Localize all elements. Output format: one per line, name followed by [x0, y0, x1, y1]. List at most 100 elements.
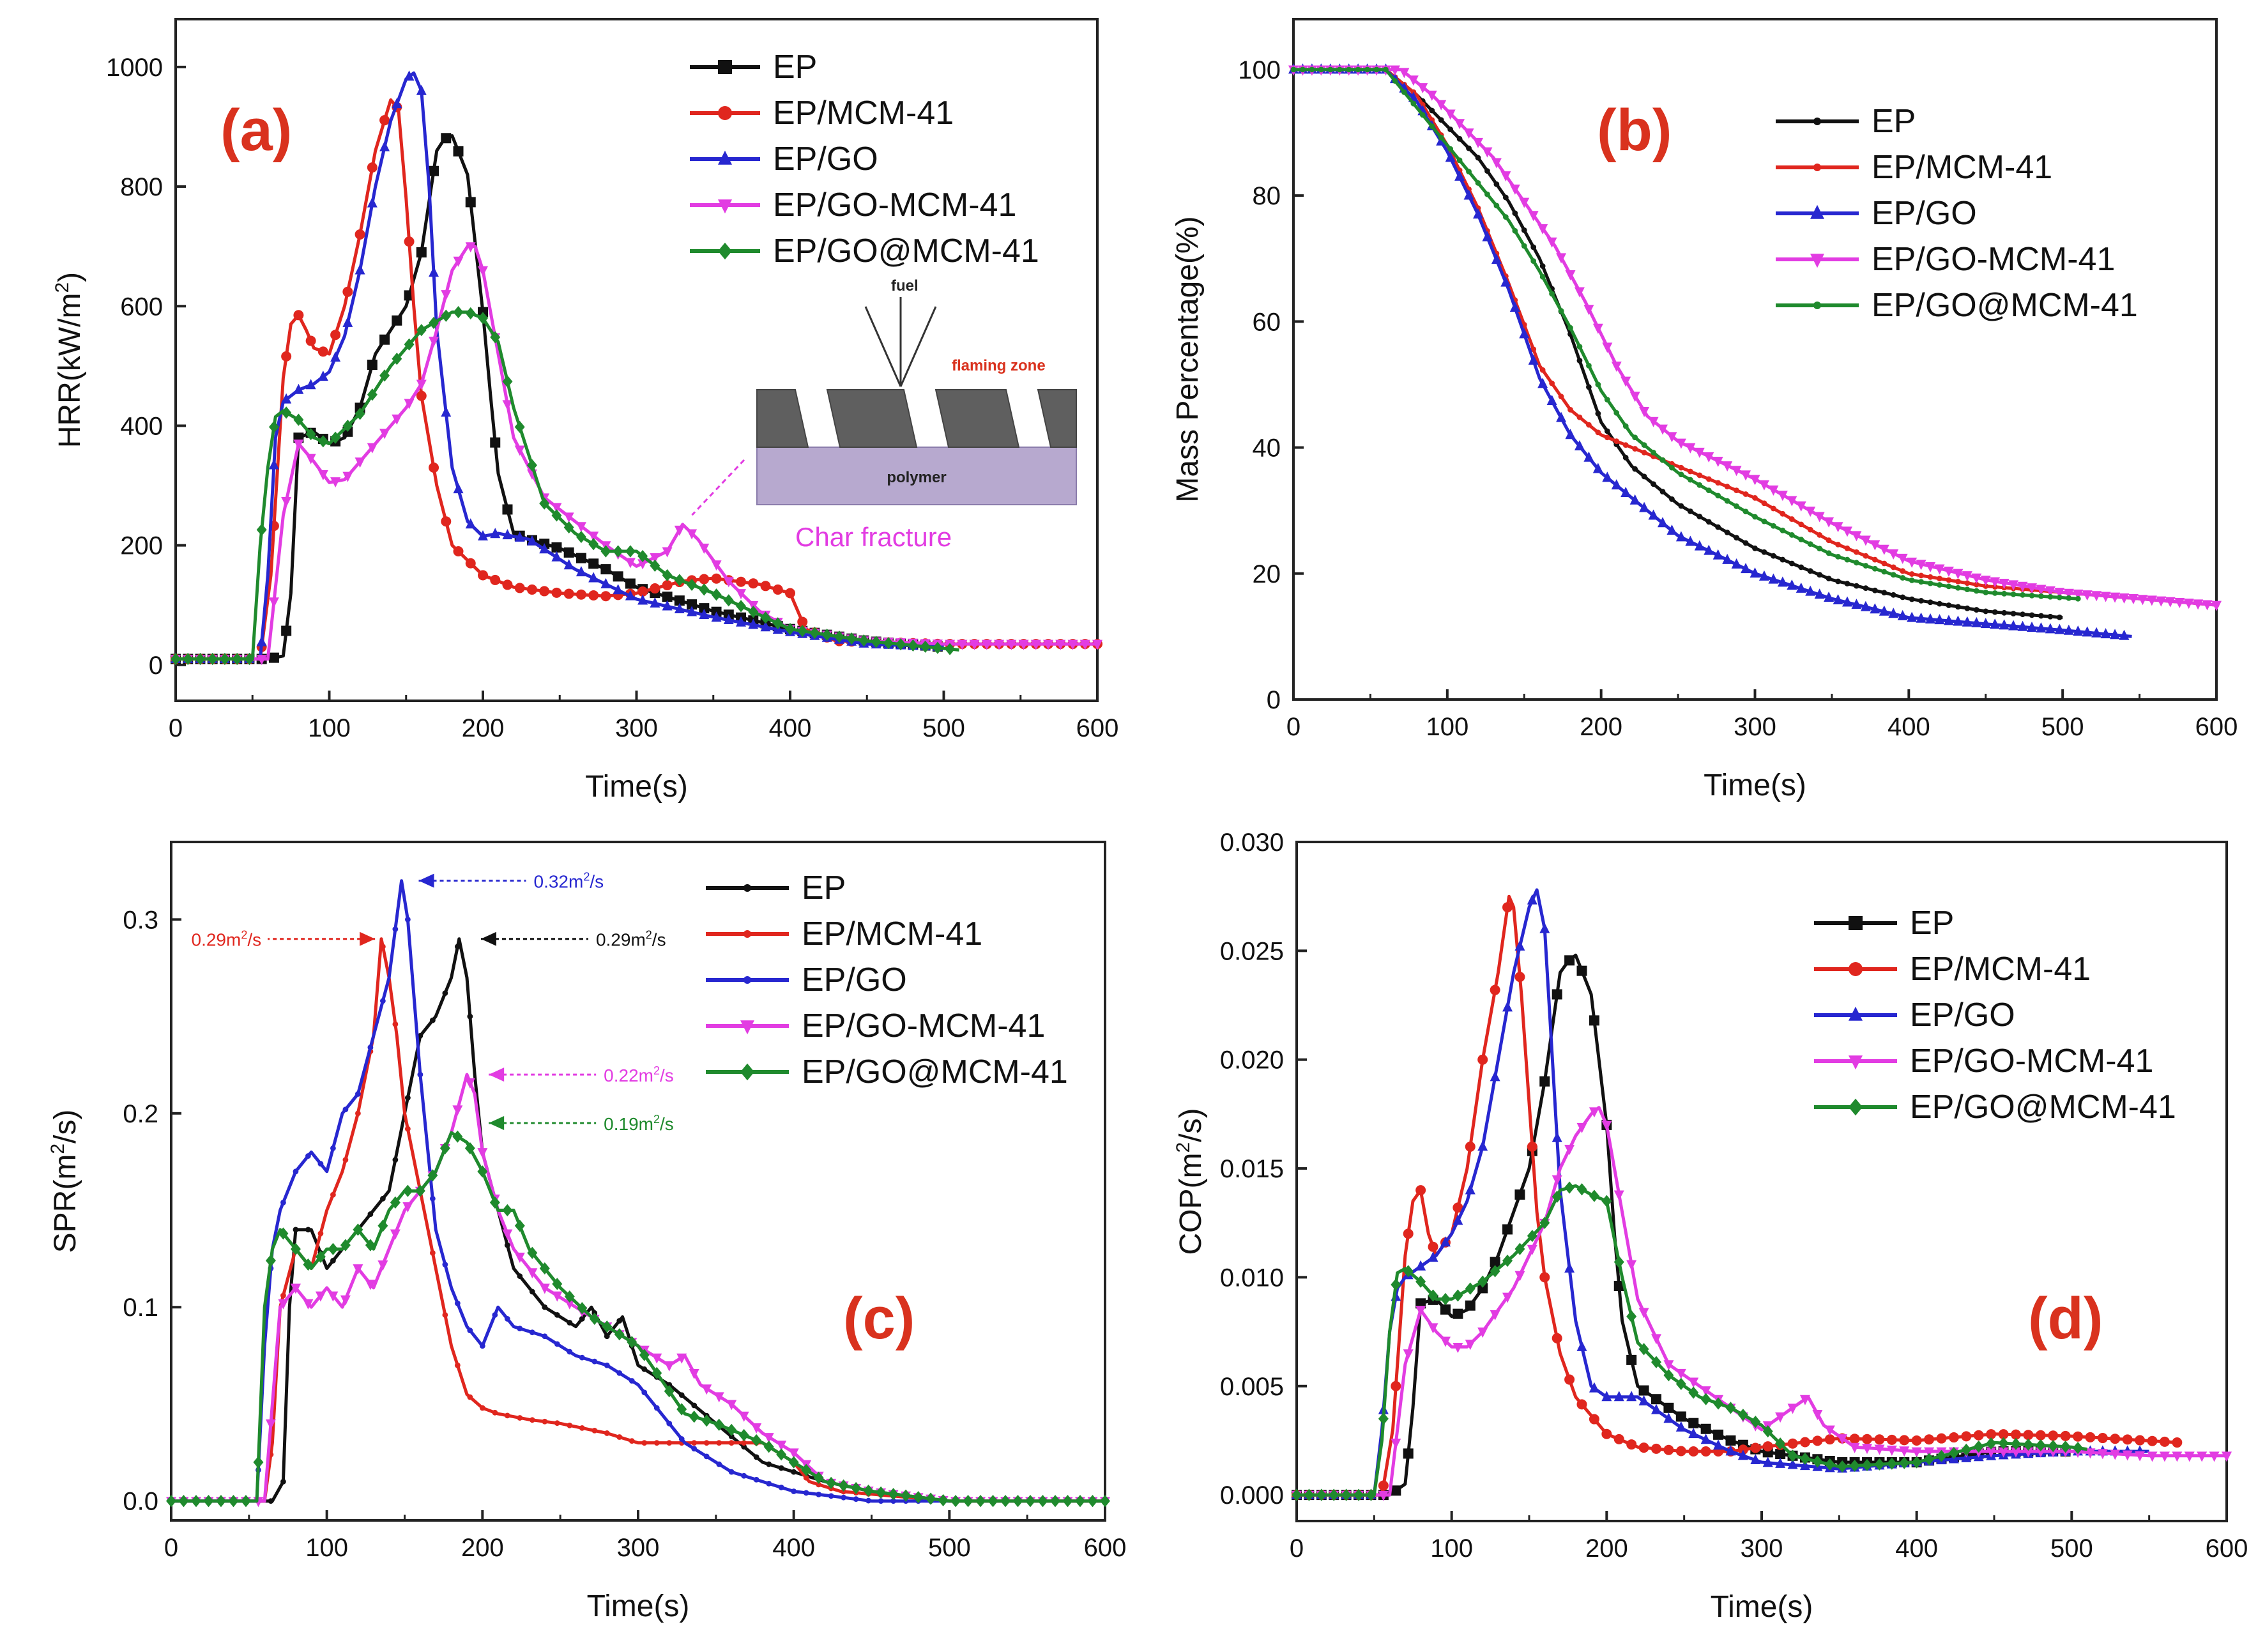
data-point [1366, 1488, 1377, 1501]
data-point [1067, 639, 1078, 650]
data-point [1558, 394, 1564, 400]
y-tick-label: 0.1 [123, 1294, 158, 1322]
data-point [278, 1299, 289, 1310]
data-point [2128, 594, 2139, 605]
data-point [1477, 1283, 1488, 1294]
data-point [711, 560, 722, 571]
data-point [579, 1425, 585, 1431]
x-tick-label: 600 [2195, 713, 2238, 741]
data-point [846, 632, 857, 645]
data-point [293, 413, 304, 426]
data-point [1621, 376, 1631, 387]
data-point [1373, 66, 1380, 73]
legend-label: EP/GO-MCM-41 [802, 1007, 1045, 1044]
data-point [1602, 342, 1613, 353]
data-point [1399, 68, 1410, 79]
data-point [1844, 545, 1850, 551]
data-point [2001, 609, 2008, 616]
data-point [1705, 476, 1712, 482]
data-point [788, 1456, 799, 1469]
data-point [1814, 512, 1825, 523]
data-point [477, 1148, 488, 1159]
data-point [1527, 1230, 1537, 1243]
data-point [1447, 126, 1454, 132]
y-tick-label: 0.015 [1220, 1155, 1284, 1183]
data-point [392, 1157, 399, 1163]
data-point [890, 1498, 897, 1504]
data-point [753, 1476, 759, 1483]
data-point [1731, 558, 1742, 569]
x-tick-label: 200 [461, 1534, 504, 1562]
data-point [2197, 1451, 2208, 1462]
data-point [2147, 1435, 2158, 1446]
data-point [442, 1262, 448, 1267]
data-point [1378, 1490, 1389, 1501]
data-point [1700, 1393, 1711, 1405]
data-point [2184, 1451, 2195, 1462]
data-point [1722, 553, 1733, 564]
data-point [604, 1430, 610, 1436]
data-point [330, 431, 341, 444]
data-point [2209, 1451, 2220, 1462]
data-point [526, 535, 537, 546]
data-point [1611, 361, 1622, 372]
data-point [1750, 1454, 1761, 1465]
inset-flaming-label: flaming zone [952, 357, 1046, 374]
data-point [315, 1291, 326, 1302]
data-point [2085, 1448, 2096, 1459]
data-point [1453, 1214, 1463, 1225]
data-point [1589, 1107, 1599, 1118]
data-point [441, 309, 452, 322]
data-point [826, 1476, 837, 1489]
data-point [1490, 984, 1500, 995]
data-point [1626, 1439, 1637, 1450]
data-point [1493, 181, 1500, 187]
data-point [981, 639, 992, 650]
data-point [1611, 479, 1622, 490]
data-point [1453, 1308, 1463, 1319]
data-point [489, 1196, 500, 1209]
data-point [1788, 516, 1795, 522]
data-point [1973, 1440, 1984, 1453]
data-point [1613, 1281, 1624, 1292]
data-point [1456, 157, 1463, 164]
data-point [701, 1384, 712, 1395]
data-point [828, 1493, 834, 1499]
data-point [1787, 579, 1797, 590]
data-point [1762, 1441, 1773, 1452]
data-point [527, 1268, 538, 1279]
data-point [317, 346, 328, 357]
data-point [1586, 362, 1592, 369]
data-point [379, 998, 386, 1004]
data-point [1788, 532, 1795, 538]
data-point [2029, 592, 2035, 599]
data-point [703, 1453, 710, 1460]
data-point [365, 1239, 376, 1251]
data-point [1500, 171, 1511, 182]
data-point [315, 1250, 326, 1263]
data-point [896, 638, 906, 651]
data-point [416, 84, 427, 95]
data-point [539, 1262, 550, 1275]
data-point [2066, 595, 2072, 601]
legend-label: EP/GO@MCM-41 [802, 1053, 1068, 1090]
data-point [478, 570, 488, 581]
annotation-arrow-head [489, 1067, 505, 1082]
data-point [317, 435, 328, 448]
data-point [340, 1295, 351, 1306]
data-point [1564, 1374, 1575, 1385]
data-point [858, 634, 869, 647]
legend-marker [718, 60, 732, 74]
y-tick-label: 100 [1238, 56, 1281, 84]
data-point [616, 1370, 623, 1376]
data-point [1983, 589, 1989, 595]
data-point [1050, 1495, 1061, 1508]
data-point [1936, 1449, 1947, 1462]
data-point [1465, 1300, 1476, 1311]
data-point [1539, 1076, 1550, 1087]
data-point [514, 445, 525, 456]
data-point [1530, 258, 1537, 264]
data-point [1964, 586, 1971, 593]
data-point [1651, 481, 1656, 487]
data-point [1037, 1495, 1048, 1508]
